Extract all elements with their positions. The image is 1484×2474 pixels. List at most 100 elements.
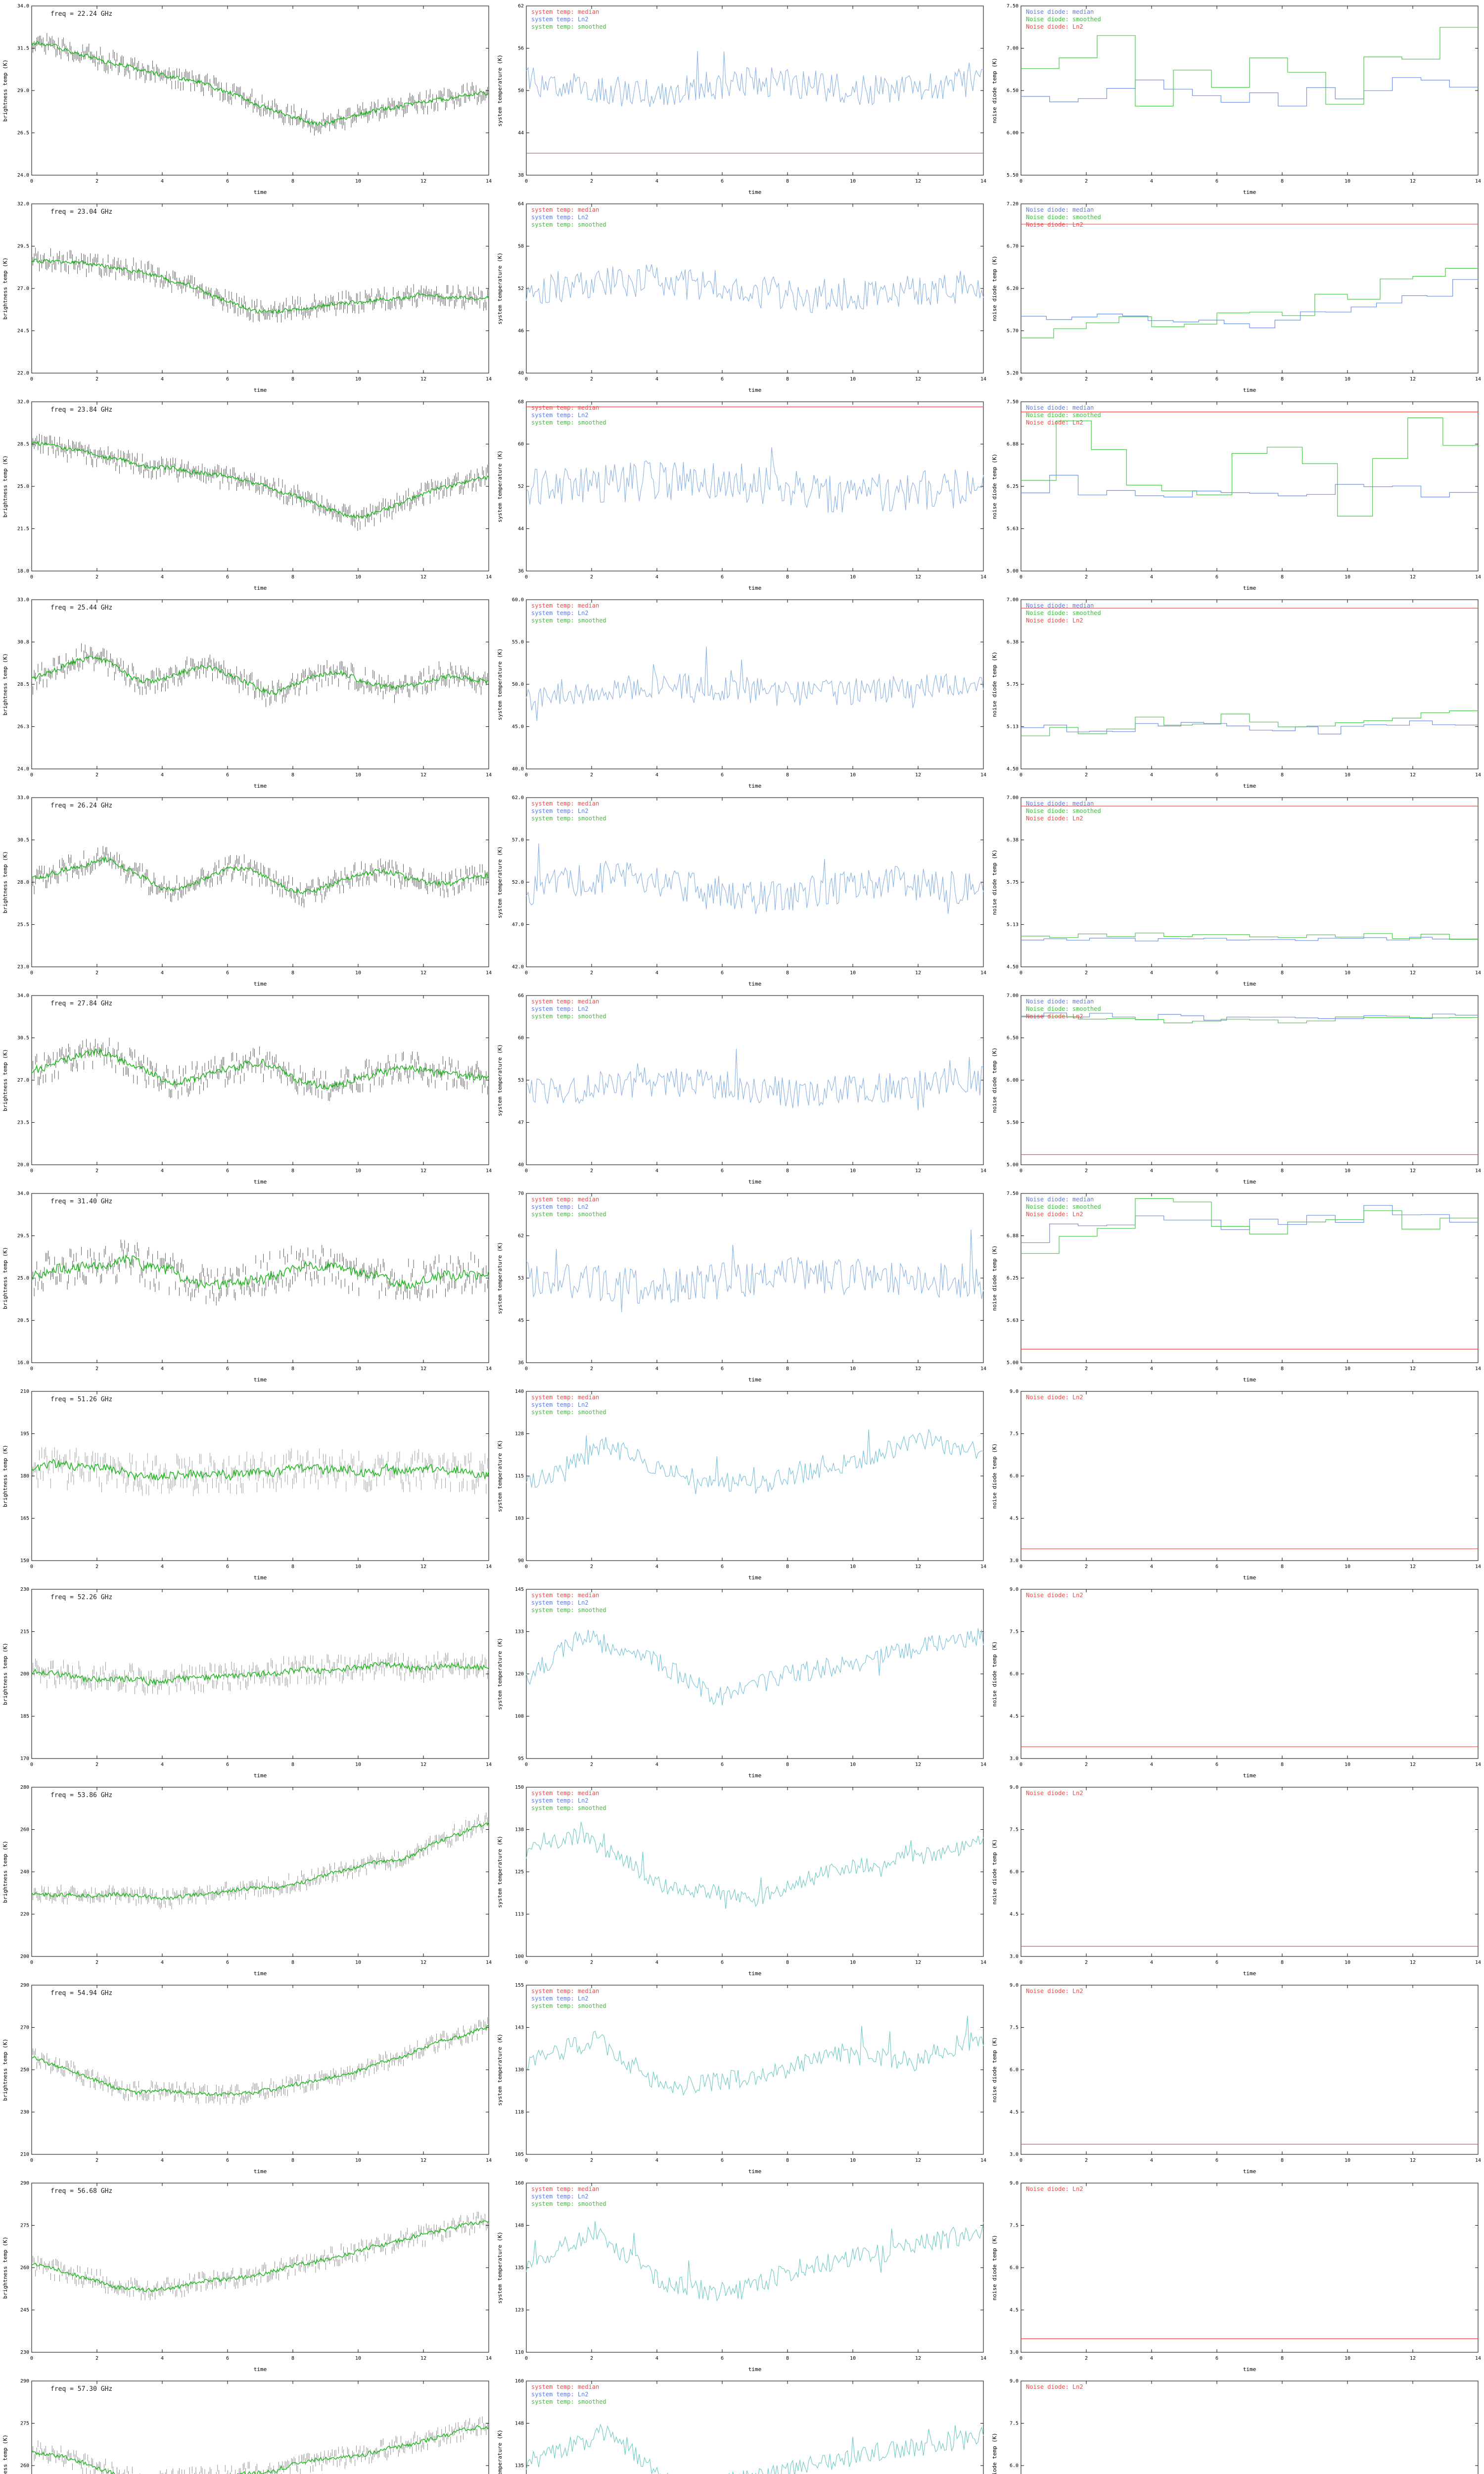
x-tick-label: 14	[980, 574, 986, 580]
x-tick-label: 12	[420, 2158, 426, 2163]
y-axis-label: noise diode temp (K)	[991, 1443, 998, 1509]
noise-diode-step	[1021, 937, 1478, 942]
x-tick-label: 6	[721, 1564, 724, 1570]
x-tick-label: 14	[980, 2356, 986, 2361]
y-tick-label: 150	[515, 1785, 524, 1790]
x-tick-label: 12	[420, 179, 426, 184]
y-tick-label: 28.5	[17, 682, 29, 687]
x-tick-label: 14	[980, 1366, 986, 1372]
x-tick-label: 4	[1150, 377, 1153, 382]
y-tick-label: 62.0	[512, 795, 524, 801]
y-tick-label: 36	[518, 1360, 524, 1366]
x-tick-label: 14	[980, 1762, 986, 1767]
x-tick-label: 10	[355, 2356, 361, 2361]
y-tick-label: 95	[518, 1756, 524, 1761]
y-tick-label: 21.5	[17, 526, 29, 532]
x-tick-label: 10	[850, 1960, 856, 1965]
y-tick-label: 260	[20, 1827, 29, 1833]
y-tick-label: 34.0	[17, 1191, 29, 1196]
y-tick-label: 50	[518, 88, 524, 94]
x-tick-label: 6	[1215, 377, 1218, 382]
x-tick-label: 14	[1475, 1960, 1481, 1965]
y-tick-label: 42.0	[512, 964, 524, 970]
y-tick-label: 29.5	[17, 1234, 29, 1239]
x-tick-label: 0	[525, 574, 528, 580]
x-tick-label: 2	[590, 1168, 593, 1174]
x-tick-label: 10	[1345, 772, 1350, 778]
plot-r12-brightness: 0 2 4 6 8 10 12 14 230 245 260 275 290 time brightness…	[2, 2181, 492, 2373]
noise-diode-step	[1021, 475, 1478, 498]
x-tick-label: 10	[355, 772, 361, 778]
legend-entry: Noise diode: smoothed	[1026, 214, 1101, 221]
y-tick-label: 4.5	[1010, 2110, 1019, 2115]
y-tick-label: 275	[20, 2223, 29, 2229]
x-tick-label: 2	[95, 1366, 98, 1372]
x-tick-label: 4	[655, 179, 658, 184]
y-tick-label: 26.5	[17, 131, 29, 136]
y-tick-label: 57.0	[512, 838, 524, 843]
y-tick-label: 9.0	[1010, 1389, 1019, 1394]
y-tick-label: 60	[518, 442, 524, 447]
x-tick-label: 10	[1345, 179, 1350, 184]
y-tick-label: 9.0	[1010, 2379, 1019, 2384]
legend-entry: Noise diode: smoothed	[1026, 610, 1101, 617]
plot-r5-system: 0 2 4 6 8 10 12 14 42.0 47.0 52.0 57.0 62.0 time syste…	[497, 795, 986, 987]
y-tick-label: 6.88	[1007, 1234, 1019, 1239]
y-tick-label: 7.20	[1007, 201, 1019, 207]
y-axis-label: system temperature (K)	[497, 1440, 503, 1512]
smoothed-line	[31, 1661, 489, 1686]
x-tick-label: 12	[1410, 179, 1416, 184]
x-tick-label: 8	[786, 179, 789, 184]
y-tick-label: 125	[515, 1869, 524, 1875]
y-tick-label: 103	[515, 1516, 524, 1522]
x-tick-label: 0	[1020, 1960, 1022, 1965]
y-axis-label: noise diode temp (K)	[991, 850, 998, 915]
x-tick-label: 2	[590, 2158, 593, 2163]
x-tick-label: 12	[420, 970, 426, 976]
plot-r5-brightness: 0 2 4 6 8 10 12 14 23.0 25.5 28.0 30.5 33.0 time brigh…	[2, 795, 492, 987]
x-tick-label: 0	[1020, 2158, 1022, 2163]
x-tick-label: 2	[95, 574, 98, 580]
x-tick-label: 2	[590, 1366, 593, 1372]
x-tick-label: 8	[291, 179, 294, 184]
x-axis-label: time	[748, 1772, 762, 1779]
y-tick-label: 44	[518, 131, 524, 136]
y-tick-label: 290	[20, 2379, 29, 2384]
legend-entry: Noise diode: Ln2	[1026, 1592, 1083, 1599]
plot-r13-brightness: 02468101214230245260275290timebrightness…	[2, 2379, 489, 2474]
x-tick-label: 2	[590, 772, 593, 778]
y-tick-label: 16.0	[17, 1360, 29, 1366]
legend-entry: Noise diode: median	[1026, 206, 1094, 213]
x-tick-label: 12	[915, 1366, 921, 1372]
smoothed-line	[31, 1254, 489, 1290]
y-tick-label: 270	[20, 2025, 29, 2031]
legend-entry: system temp: median	[531, 1592, 599, 1599]
system-temp-trace	[526, 2424, 984, 2474]
x-tick-label: 4	[161, 179, 164, 184]
noise-diode-step	[1021, 1015, 1478, 1023]
system-temp-trace	[526, 264, 984, 313]
plot-r3-diode: 0 2 4 6 8 10 12 14 5.00 5.63 6.25 6.88 7.50 time noise…	[991, 399, 1481, 591]
plot-r2-brightness: 0 2 4 6 8 10 12 14 22.0 24.5 27.0 29.5 32.0 time brigh…	[2, 201, 492, 393]
x-tick-label: 12	[420, 1960, 426, 1965]
x-tick-label: 0	[30, 772, 33, 778]
x-tick-label: 4	[655, 1762, 658, 1767]
legend-entry: system temp: median	[531, 404, 599, 411]
x-tick-label: 6	[721, 2356, 724, 2361]
y-axis-label: brightness temp (K)	[2, 851, 8, 913]
x-tick-label: 8	[291, 772, 294, 778]
x-tick-label: 0	[1020, 179, 1022, 184]
x-tick-label: 8	[291, 1762, 294, 1767]
x-tick-label: 6	[721, 1168, 724, 1174]
legend-entry: system temp: Ln2	[531, 1401, 589, 1408]
x-tick-label: 0	[525, 2356, 528, 2361]
x-tick-label: 10	[850, 1366, 856, 1372]
x-tick-label: 2	[1085, 772, 1088, 778]
x-tick-label: 4	[655, 772, 658, 778]
freq-label: freq = 25.44 GHz	[50, 604, 112, 612]
y-tick-label: 52	[518, 286, 524, 291]
y-axis-label: system temperature (K)	[497, 1242, 503, 1314]
y-tick-label: 5.13	[1007, 922, 1019, 928]
x-axis-label: time	[1243, 1179, 1256, 1185]
